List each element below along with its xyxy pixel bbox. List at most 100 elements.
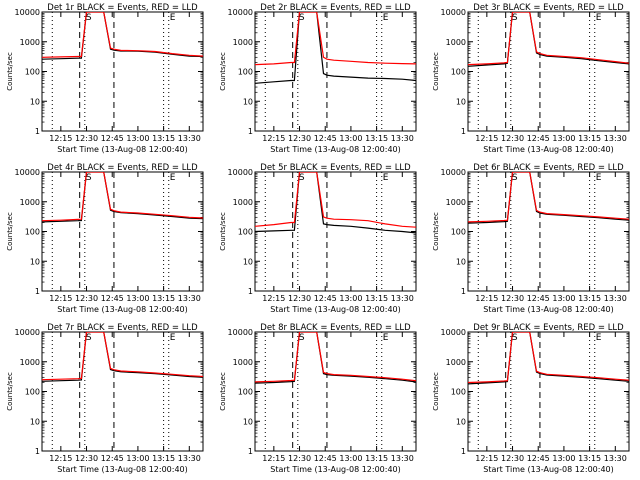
x-tick-label: 12:15 (262, 134, 285, 143)
x-tick-label: 12:15 (49, 454, 72, 463)
y-tick-label: 10000 (228, 8, 253, 17)
y-tick-label: 100 (451, 68, 466, 77)
series-events-line (42, 332, 203, 382)
x-tick-label: 13:30 (178, 134, 201, 143)
y-tick-label: 10000 (228, 328, 253, 337)
x-tick-label: 12:45 (101, 294, 124, 303)
plot-frame (41, 11, 204, 132)
x-tick-label: 13:15 (578, 134, 601, 143)
x-axis-label: Start Time (13-Aug-08 12:00:40) (270, 465, 401, 474)
y-tick-label: 1 (248, 287, 253, 296)
x-tick-label: 13:00 (126, 294, 149, 303)
event-marker-label: S (512, 173, 518, 183)
x-tick-label: 13:15 (365, 134, 388, 143)
series-lld-line (42, 172, 203, 222)
y-axis-label: Counts/sec (6, 212, 14, 251)
x-tick-label: 12:45 (314, 134, 337, 143)
y-axis-label: Counts/sec (432, 372, 440, 411)
y-axis-label: Counts/sec (432, 52, 440, 91)
x-tick-label: 13:00 (552, 134, 575, 143)
y-tick-label: 10 (456, 417, 466, 426)
panel-title: Det 5r BLACK = Events, RED = LLD (260, 163, 411, 173)
x-axis-label: Start Time (13-Aug-08 12:00:40) (270, 305, 401, 314)
x-axis-label: Start Time (13-Aug-08 12:00:40) (483, 465, 614, 474)
series-lld-line (255, 12, 416, 66)
x-tick-label: 12:15 (475, 454, 498, 463)
series-events-line (255, 12, 416, 84)
event-marker-label: S (299, 173, 305, 183)
x-axis-label: Start Time (13-Aug-08 12:00:40) (270, 145, 401, 154)
event-marker-label: S (86, 13, 92, 23)
event-marker-label: S (512, 13, 518, 23)
x-tick-label: 13:30 (391, 454, 414, 463)
event-marker-label: E (383, 13, 389, 23)
event-marker-label: E (596, 333, 602, 343)
series-events-line (255, 332, 416, 384)
y-tick-label: 10000 (15, 168, 40, 177)
series-events-line (468, 172, 629, 224)
y-tick-label: 1000 (233, 198, 253, 207)
y-axis-label: Counts/sec (219, 52, 227, 91)
y-tick-label: 10000 (441, 168, 466, 177)
y-tick-label: 10 (243, 417, 253, 426)
x-tick-label: 12:30 (75, 134, 98, 143)
series-lld-line (468, 12, 629, 66)
y-tick-label: 100 (25, 68, 40, 77)
x-tick-label: 13:00 (552, 454, 575, 463)
y-tick-label: 10 (30, 257, 40, 266)
y-tick-label: 1000 (233, 358, 253, 367)
x-tick-label: 12:45 (314, 294, 337, 303)
plot-frame (41, 171, 204, 292)
detector-panel: 1 10 100 1000 10000 12:15 12:30 12:45 13:00 13:15… (6, 3, 204, 154)
y-tick-label: 10 (30, 417, 40, 426)
x-tick-label: 12:45 (101, 454, 124, 463)
y-tick-label: 100 (451, 388, 466, 397)
x-tick-label: 12:45 (527, 294, 550, 303)
x-axis-label: Start Time (13-Aug-08 12:00:40) (483, 305, 614, 314)
x-tick-label: 13:15 (365, 454, 388, 463)
x-tick-label: 13:30 (604, 454, 627, 463)
y-tick-label: 10000 (15, 328, 40, 337)
y-tick-label: 1 (35, 287, 40, 296)
plot-frame (467, 331, 630, 452)
series-lld-line (255, 172, 416, 228)
series-lld-line (468, 172, 629, 223)
plot-frame (41, 331, 204, 452)
y-tick-label: 100 (25, 228, 40, 237)
x-tick-label: 13:00 (126, 134, 149, 143)
y-axis-label: Counts/sec (6, 372, 14, 411)
x-tick-label: 12:30 (288, 294, 311, 303)
panel-title: Det 8r BLACK = Events, RED = LLD (260, 323, 411, 333)
y-tick-label: 1000 (446, 38, 466, 47)
event-marker-label: E (596, 13, 602, 23)
x-tick-label: 13:15 (152, 294, 175, 303)
plot-frame (467, 171, 630, 292)
event-marker-label: S (512, 333, 518, 343)
x-tick-label: 12:30 (288, 454, 311, 463)
x-tick-label: 13:00 (126, 454, 149, 463)
y-tick-label: 10 (243, 97, 253, 106)
x-tick-label: 13:30 (604, 294, 627, 303)
x-tick-label: 12:30 (288, 134, 311, 143)
y-tick-label: 10 (456, 97, 466, 106)
y-tick-label: 100 (25, 388, 40, 397)
x-tick-label: 12:15 (49, 294, 72, 303)
x-tick-label: 12:30 (501, 134, 524, 143)
event-marker-label: S (86, 173, 92, 183)
y-tick-label: 1000 (20, 198, 40, 207)
y-tick-label: 100 (238, 388, 253, 397)
x-tick-label: 12:15 (262, 454, 285, 463)
detector-panel: 1 10 100 1000 10000 12:15 12:30 12:45 13:00 13:15… (432, 323, 630, 474)
event-marker-label: E (383, 333, 389, 343)
y-tick-label: 1 (461, 127, 466, 136)
x-tick-label: 12:45 (527, 134, 550, 143)
x-tick-label: 12:30 (501, 454, 524, 463)
y-tick-label: 100 (451, 228, 466, 237)
plot-frame (254, 331, 417, 452)
y-tick-label: 1000 (446, 198, 466, 207)
series-events-line (255, 172, 416, 234)
x-tick-label: 12:15 (475, 294, 498, 303)
y-tick-label: 10000 (15, 8, 40, 17)
panel-title: Det 6r BLACK = Events, RED = LLD (473, 163, 624, 173)
